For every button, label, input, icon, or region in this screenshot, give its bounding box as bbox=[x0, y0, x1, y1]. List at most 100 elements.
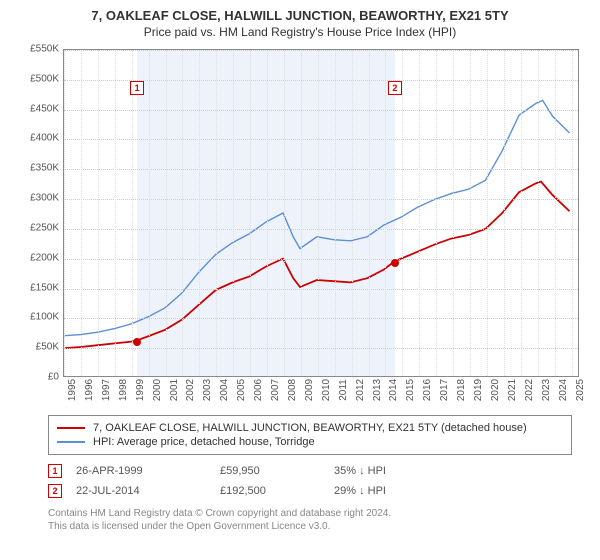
gridline bbox=[64, 50, 578, 51]
gridline bbox=[301, 50, 302, 376]
gridline bbox=[216, 50, 217, 376]
sale-price: £192,500 bbox=[220, 485, 320, 497]
x-tick-label: 2015 bbox=[401, 379, 416, 401]
x-tick-label: 2021 bbox=[503, 379, 518, 401]
gridline bbox=[470, 50, 471, 376]
gridline bbox=[267, 50, 268, 376]
x-tick-label: 2002 bbox=[181, 379, 196, 401]
gridline bbox=[538, 50, 539, 376]
chart-subtitle: Price paid vs. HM Land Registry's House … bbox=[0, 23, 600, 45]
gridline bbox=[385, 50, 386, 376]
y-tick-label: £500K bbox=[13, 73, 59, 84]
gridline bbox=[250, 50, 251, 376]
x-tick-label: 2005 bbox=[232, 379, 247, 401]
gridline bbox=[64, 169, 578, 170]
x-tick-label: 1998 bbox=[114, 379, 129, 401]
gridline bbox=[436, 50, 437, 376]
gridline bbox=[419, 50, 420, 376]
gridline bbox=[64, 318, 578, 319]
gridline bbox=[504, 50, 505, 376]
credits-line: This data is licensed under the Open Gov… bbox=[48, 520, 572, 533]
x-tick-label: 1999 bbox=[131, 379, 146, 401]
gridline bbox=[233, 50, 234, 376]
gridline bbox=[453, 50, 454, 376]
x-tick-label: 2009 bbox=[300, 379, 315, 401]
sale-marker: 1 bbox=[130, 81, 144, 95]
x-tick-label: 2023 bbox=[537, 379, 552, 401]
x-tick-label: 2017 bbox=[435, 379, 450, 401]
sale-point bbox=[391, 259, 399, 267]
x-tick-label: 2006 bbox=[249, 379, 264, 401]
gridline bbox=[369, 50, 370, 376]
sale-date: 26-APR-1999 bbox=[76, 465, 206, 477]
gridline bbox=[572, 50, 573, 376]
sale-point bbox=[133, 338, 141, 346]
x-tick-label: 2018 bbox=[452, 379, 467, 401]
x-tick-label: 2022 bbox=[520, 379, 535, 401]
x-tick-label: 2011 bbox=[334, 379, 349, 401]
x-tick-label: 2014 bbox=[384, 379, 399, 401]
x-tick-label: 2019 bbox=[469, 379, 484, 401]
y-tick-label: £100K bbox=[13, 312, 59, 323]
chart-title: 7, OAKLEAF CLOSE, HALWILL JUNCTION, BEAW… bbox=[0, 0, 600, 23]
sale-marker-icon: 1 bbox=[48, 464, 62, 478]
sale-delta: 29% ↓ HPI bbox=[334, 485, 386, 497]
x-tick-label: 1995 bbox=[63, 379, 78, 401]
gridline bbox=[335, 50, 336, 376]
legend-item: 7, OAKLEAF CLOSE, HALWILL JUNCTION, BEAW… bbox=[57, 421, 563, 435]
sale-marker-icon: 2 bbox=[48, 484, 62, 498]
gridline bbox=[132, 50, 133, 376]
x-tick-label: 2012 bbox=[351, 379, 366, 401]
x-tick-label: 2004 bbox=[215, 379, 230, 401]
gridline bbox=[64, 289, 578, 290]
sale-date: 22-JUL-2014 bbox=[76, 485, 206, 497]
credits: Contains HM Land Registry data © Crown c… bbox=[48, 501, 572, 533]
series-line bbox=[64, 100, 570, 335]
x-tick-label: 1996 bbox=[80, 379, 95, 401]
x-tick-label: 2013 bbox=[368, 379, 383, 401]
chart: 12 £0£50K£100K£150K£200K£250K£300K£350K£… bbox=[15, 45, 585, 405]
gridline bbox=[64, 259, 578, 260]
x-tick-label: 2008 bbox=[283, 379, 298, 401]
gridline bbox=[555, 50, 556, 376]
y-tick-label: £450K bbox=[13, 103, 59, 114]
x-tick-label: 2024 bbox=[554, 379, 569, 401]
gridline bbox=[64, 229, 578, 230]
gridline bbox=[64, 348, 578, 349]
legend-item: HPI: Average price, detached house, Torr… bbox=[57, 435, 563, 449]
gridline bbox=[81, 50, 82, 376]
sale-marker: 2 bbox=[388, 81, 402, 95]
sale-row: 2 22-JUL-2014 £192,500 29% ↓ HPI bbox=[48, 481, 572, 501]
legend-label: HPI: Average price, detached house, Torr… bbox=[93, 436, 315, 448]
gridline bbox=[521, 50, 522, 376]
y-tick-label: £0 bbox=[13, 372, 59, 383]
y-tick-label: £50K bbox=[13, 342, 59, 353]
gridline bbox=[115, 50, 116, 376]
gridline bbox=[64, 199, 578, 200]
x-tick-label: 2000 bbox=[148, 379, 163, 401]
gridline bbox=[166, 50, 167, 376]
legend: 7, OAKLEAF CLOSE, HALWILL JUNCTION, BEAW… bbox=[48, 415, 572, 455]
x-tick-label: 2003 bbox=[198, 379, 213, 401]
x-tick-label: 2001 bbox=[165, 379, 180, 401]
series-line bbox=[64, 182, 570, 349]
x-tick-label: 2007 bbox=[266, 379, 281, 401]
sale-price: £59,950 bbox=[220, 465, 320, 477]
legend-swatch bbox=[57, 441, 85, 443]
sale-row: 1 26-APR-1999 £59,950 35% ↓ HPI bbox=[48, 461, 572, 481]
gridline bbox=[149, 50, 150, 376]
gridline bbox=[318, 50, 319, 376]
sales-footer: 1 26-APR-1999 £59,950 35% ↓ HPI 2 22-JUL-2014… bbox=[48, 461, 572, 533]
credits-line: Contains HM Land Registry data © Crown c… bbox=[48, 507, 572, 520]
x-tick-label: 2025 bbox=[571, 379, 586, 401]
sale-delta: 35% ↓ HPI bbox=[334, 465, 386, 477]
gridline bbox=[64, 110, 578, 111]
gridline bbox=[64, 50, 65, 376]
legend-swatch bbox=[57, 427, 85, 429]
gridline bbox=[64, 139, 578, 140]
gridline bbox=[487, 50, 488, 376]
line-series bbox=[64, 50, 578, 376]
legend-label: 7, OAKLEAF CLOSE, HALWILL JUNCTION, BEAW… bbox=[93, 422, 527, 434]
gridline bbox=[98, 50, 99, 376]
gridline bbox=[284, 50, 285, 376]
